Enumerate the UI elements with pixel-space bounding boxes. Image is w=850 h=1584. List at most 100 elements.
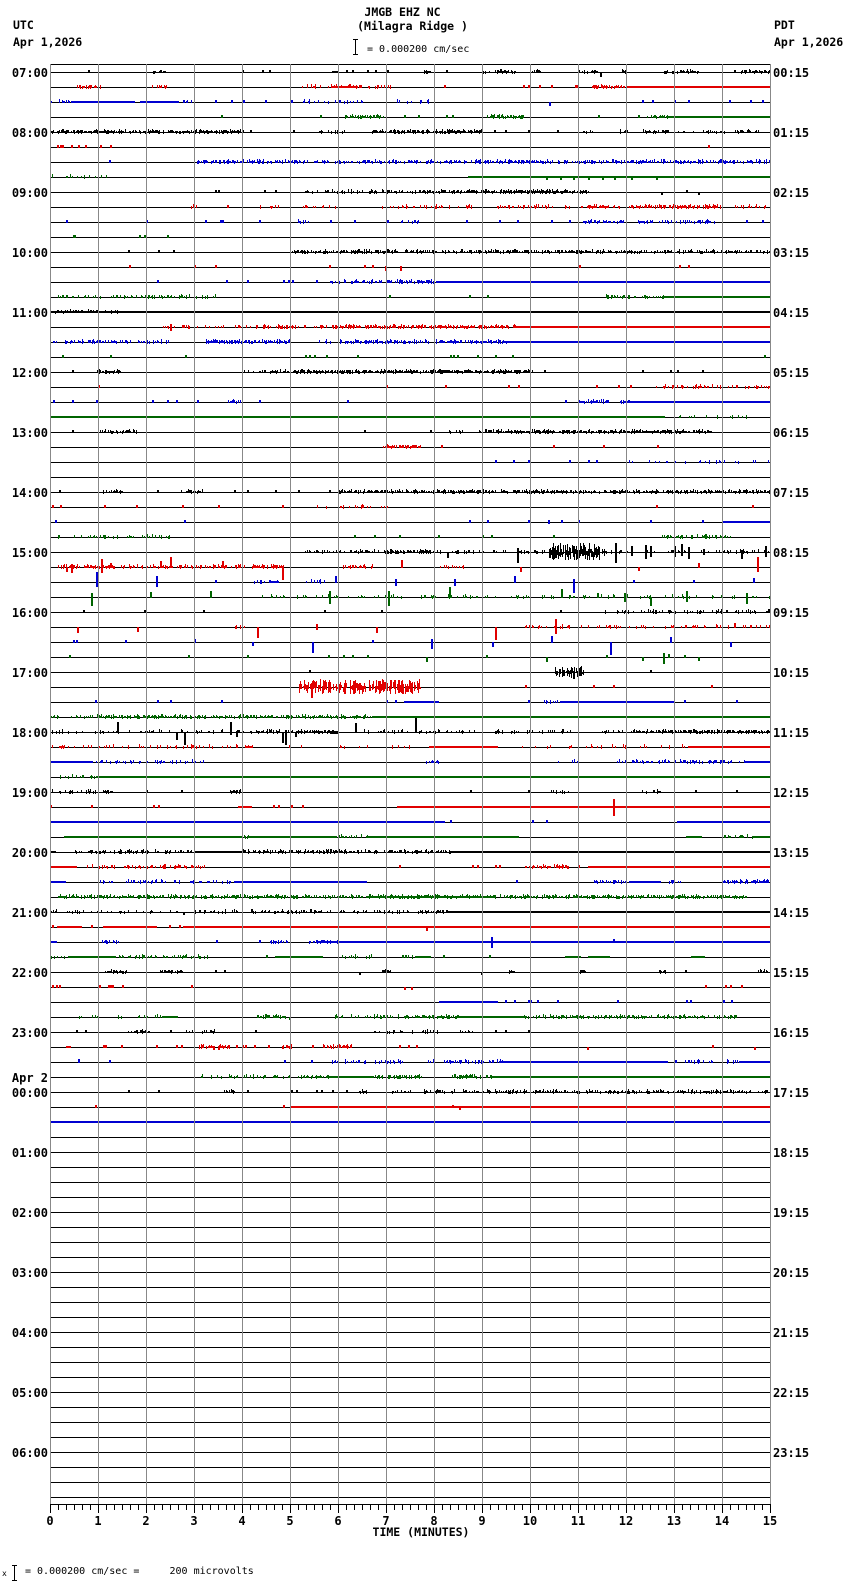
minute-gridline <box>290 64 291 1504</box>
pdt-time-label: 09:15 <box>773 606 810 620</box>
x-tick-label: 6 <box>334 1514 342 1528</box>
minor-tick <box>570 1504 571 1510</box>
minor-tick <box>418 1504 419 1510</box>
utc-time-label: 03:00 <box>11 1266 48 1280</box>
trace-row <box>52 985 743 990</box>
trace-baseline <box>50 1197 771 1198</box>
trace-baseline <box>50 222 771 223</box>
x-tick-label: 2 <box>142 1514 150 1528</box>
trace-row <box>77 619 770 640</box>
trace-row <box>57 145 710 148</box>
pdt-time-label: 06:15 <box>773 426 810 440</box>
trace-row <box>76 1029 530 1034</box>
x-tick-label: 7 <box>382 1514 390 1528</box>
minor-tick <box>498 1504 499 1510</box>
pdt-time-label: 13:15 <box>773 846 810 860</box>
minor-tick <box>74 1504 75 1510</box>
minor-tick <box>546 1504 547 1510</box>
left-date-label: Apr 1,2026 <box>13 35 83 49</box>
scale-bar-icon <box>353 39 358 55</box>
trace-row <box>58 557 759 580</box>
major-tick <box>674 1504 675 1513</box>
minor-tick <box>746 1504 747 1510</box>
major-tick <box>242 1504 243 1513</box>
minute-gridline <box>386 64 387 1504</box>
trace-row <box>64 834 770 839</box>
trace-row <box>51 954 705 959</box>
trace-row <box>50 820 770 823</box>
pdt-time-label: 19:15 <box>773 1206 810 1220</box>
trace-row <box>201 1074 770 1079</box>
minor-tick <box>698 1504 699 1510</box>
minor-tick <box>170 1504 171 1510</box>
trace-baseline <box>50 972 771 973</box>
trace-row <box>50 309 770 314</box>
right-timezone-label: PDT <box>774 18 795 32</box>
trace-row <box>309 666 652 679</box>
trace-row <box>50 879 769 884</box>
trace-baseline <box>50 987 771 988</box>
minute-gridline <box>242 64 243 1504</box>
minor-tick <box>106 1504 107 1510</box>
minor-tick <box>690 1504 691 1510</box>
trace-row <box>191 204 766 209</box>
trace-row <box>96 572 755 593</box>
trace-row <box>109 159 771 164</box>
utc-time-label: 02:00 <box>11 1206 48 1220</box>
trace-baseline <box>50 1002 771 1003</box>
trace-baseline <box>50 357 771 358</box>
trace-row <box>59 489 771 494</box>
trace-baseline <box>50 522 771 523</box>
minor-tick <box>490 1504 491 1510</box>
minor-tick <box>514 1504 515 1510</box>
utc-time-label: 19:00 <box>11 786 48 800</box>
trace-baseline <box>50 1137 771 1138</box>
minor-tick <box>178 1504 179 1510</box>
trace-baseline <box>50 1257 771 1258</box>
trace-row <box>50 415 747 419</box>
pdt-time-label: 10:15 <box>773 666 810 680</box>
trace-baseline <box>50 1242 771 1243</box>
minor-tick <box>250 1504 251 1510</box>
minute-gridline <box>146 64 147 1504</box>
trace-baseline <box>50 957 771 958</box>
trace-baseline <box>50 1302 771 1303</box>
minor-tick <box>122 1504 123 1510</box>
minor-tick <box>82 1504 83 1510</box>
trace-row <box>50 339 770 344</box>
pdt-time-label: 08:15 <box>773 546 810 560</box>
trace-baseline <box>50 1332 771 1333</box>
trace-baseline <box>50 912 771 913</box>
utc-time-label: 10:00 <box>11 246 48 260</box>
minor-tick <box>682 1504 683 1510</box>
trace-baseline <box>50 1062 771 1063</box>
minor-tick <box>410 1504 411 1510</box>
minor-tick <box>466 1504 467 1510</box>
trace-baseline <box>50 1497 771 1498</box>
trace-baseline <box>50 387 771 388</box>
minor-tick <box>706 1504 707 1510</box>
trace-baseline <box>50 462 771 463</box>
pdt-time-label: 16:15 <box>773 1026 810 1040</box>
trace-row <box>79 1014 737 1020</box>
utc-time-label: 14:00 <box>11 486 48 500</box>
minor-tick <box>282 1504 283 1510</box>
major-tick <box>194 1504 195 1513</box>
trace-baseline <box>50 537 771 538</box>
trace-row <box>51 909 770 915</box>
trace-baseline <box>50 147 771 148</box>
trace-baseline <box>50 1272 771 1273</box>
major-tick <box>146 1504 147 1513</box>
trace-row <box>305 543 769 563</box>
utc-time-label: Apr 2 <box>11 1071 48 1085</box>
x-tick-label: 11 <box>570 1514 586 1528</box>
trace-baseline <box>50 1167 771 1168</box>
minor-tick <box>458 1504 459 1510</box>
right-date-label: Apr 1,2026 <box>774 35 844 49</box>
minor-tick <box>714 1504 715 1510</box>
utc-time-label: 22:00 <box>11 966 48 980</box>
minor-tick <box>762 1504 763 1510</box>
trace-row <box>69 653 700 664</box>
